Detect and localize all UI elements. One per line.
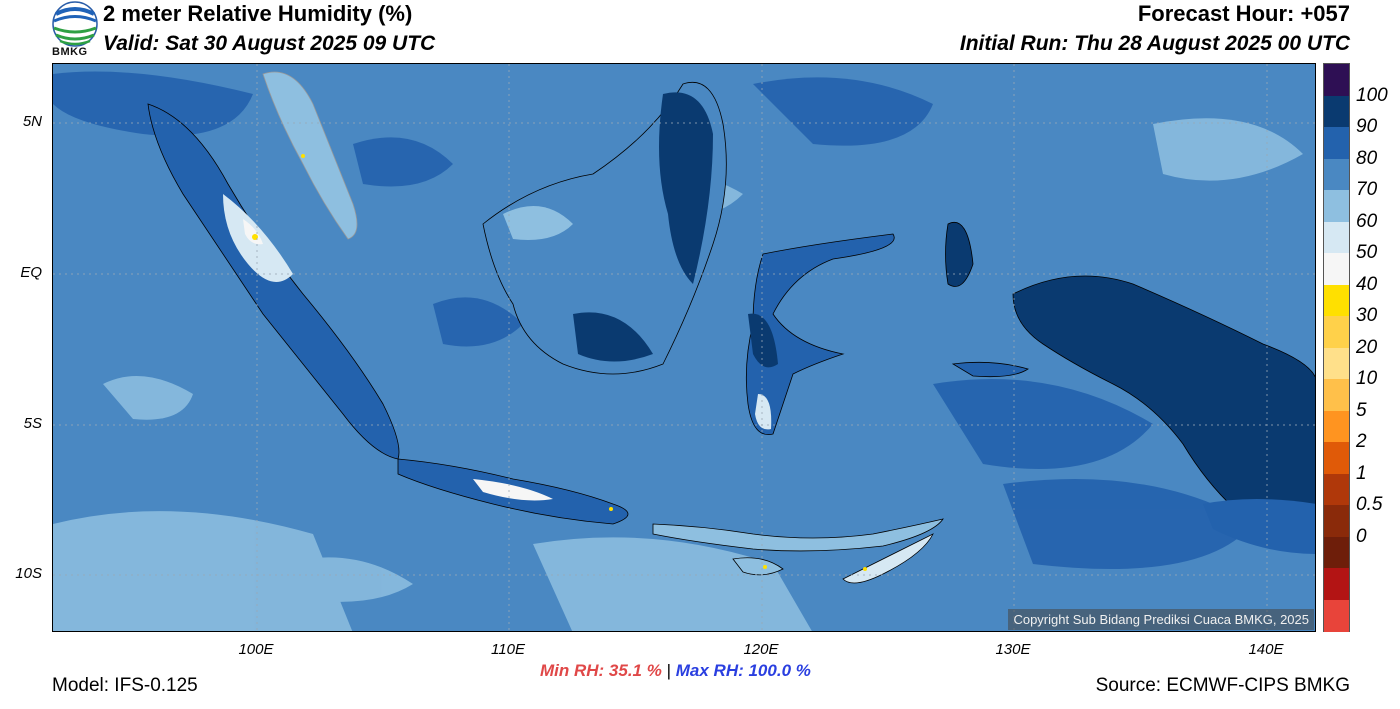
colorbar-label: 70 bbox=[1356, 179, 1378, 200]
lesser-sunda-islands bbox=[652, 518, 944, 552]
model-label: Model: IFS-0.125 bbox=[52, 675, 198, 696]
colorbar-label: 10 bbox=[1356, 368, 1378, 389]
sulawesi-island bbox=[745, 233, 895, 436]
colorbar-label: 1 bbox=[1356, 462, 1367, 484]
humidity-map bbox=[52, 63, 1316, 632]
colorbar-label: 2 bbox=[1356, 431, 1367, 452]
colorbar-segment bbox=[1324, 284, 1349, 317]
lon-label-120e: 120E bbox=[743, 641, 779, 658]
colorbar-label: 90 bbox=[1356, 116, 1378, 137]
sumba-island bbox=[732, 557, 784, 576]
colorbar-segment bbox=[1324, 536, 1349, 569]
sumatra-driest-zone bbox=[243, 219, 263, 245]
colorbar-label: 100 bbox=[1356, 84, 1388, 106]
borneo-wet-zone bbox=[573, 312, 653, 362]
sulawesi-wet-zone bbox=[748, 313, 778, 368]
colorbar-segment bbox=[1324, 221, 1349, 254]
map-canvas bbox=[53, 64, 1315, 631]
valid-time: Valid: Sat 30 August 2025 09 UTC bbox=[103, 32, 436, 55]
lat-label-5n: 5N bbox=[22, 113, 42, 130]
borneo-dry-zone bbox=[503, 206, 573, 240]
colorbar-label: 0 bbox=[1356, 525, 1367, 547]
humidity-patches-dark bbox=[53, 71, 1253, 569]
lon-label-130e: 130E bbox=[995, 641, 1031, 658]
colorbar-segment bbox=[1324, 253, 1349, 285]
moluccas-islands bbox=[945, 222, 974, 287]
low-rh-spot bbox=[763, 565, 767, 569]
graticule bbox=[53, 64, 1315, 631]
rh-stats: Min RH: 35.1 % | Max RH: 100.0 % bbox=[540, 661, 811, 681]
initial-run: Initial Run: Thu 28 August 2025 00 UTC bbox=[959, 32, 1350, 55]
min-rh: Min RH: 35.1 % bbox=[540, 661, 662, 680]
lat-label-eq: EQ bbox=[20, 264, 42, 281]
logo-text: BMKG bbox=[52, 46, 88, 58]
colorbar-label: 80 bbox=[1356, 147, 1378, 169]
max-rh: Max RH: 100.0 % bbox=[675, 661, 811, 680]
low-rh-spot bbox=[863, 567, 867, 571]
colorbar bbox=[1323, 63, 1350, 632]
colorbar-segment bbox=[1324, 568, 1349, 600]
malay-peninsula bbox=[262, 71, 358, 240]
copyright-notice: Copyright Sub Bidang Prediksi Cuaca BMKG… bbox=[1008, 609, 1314, 630]
colorbar-segment bbox=[1324, 473, 1349, 506]
colorbar-segment bbox=[1324, 347, 1349, 380]
colorbar-label: 5 bbox=[1356, 399, 1367, 421]
colorbar-segment bbox=[1324, 505, 1349, 537]
forecast-hour: Forecast Hour: +057 bbox=[1137, 1, 1350, 26]
java-dry-zone bbox=[473, 479, 553, 501]
lat-label-5s: 5S bbox=[23, 415, 42, 432]
colorbar-segment bbox=[1324, 599, 1349, 632]
stats-separator: | bbox=[666, 661, 672, 680]
borneo-wet-zone bbox=[659, 92, 713, 284]
sulawesi-dry-zone bbox=[755, 394, 772, 430]
colorbar-segment bbox=[1324, 442, 1349, 474]
colorbar-label: 20 bbox=[1356, 336, 1378, 358]
chart-title: 2 meter Relative Humidity (%) bbox=[103, 1, 413, 26]
seram-island bbox=[951, 361, 1029, 378]
lon-label-110e: 110E bbox=[491, 641, 525, 658]
lon-label-100e: 100E bbox=[238, 641, 274, 658]
low-rh-spot bbox=[609, 507, 613, 511]
colorbar-segment bbox=[1324, 64, 1349, 96]
low-rh-spot bbox=[301, 154, 305, 158]
colorbar-label: 50 bbox=[1356, 242, 1378, 263]
colorbar-label: 40 bbox=[1356, 273, 1378, 295]
colorbar-label: 30 bbox=[1356, 305, 1378, 326]
colorbar-segment bbox=[1324, 95, 1349, 128]
lat-label-10s: 10S bbox=[15, 565, 42, 582]
colorbar-segment bbox=[1324, 379, 1349, 411]
new-guinea-south bbox=[1203, 499, 1315, 554]
lon-label-140e: 140E bbox=[1248, 641, 1284, 658]
source-label: Source: ECMWF-CIPS BMKG bbox=[1095, 675, 1350, 696]
colorbar-label: 0.5 bbox=[1356, 494, 1383, 515]
colorbar-segment bbox=[1324, 410, 1349, 443]
colorbar-label: 60 bbox=[1356, 210, 1378, 232]
colorbar-segment bbox=[1324, 316, 1349, 348]
colorbar-segment bbox=[1324, 158, 1349, 191]
colorbar-segment bbox=[1324, 127, 1349, 159]
bmkg-logo bbox=[52, 1, 98, 47]
colorbar-segment bbox=[1324, 190, 1349, 222]
